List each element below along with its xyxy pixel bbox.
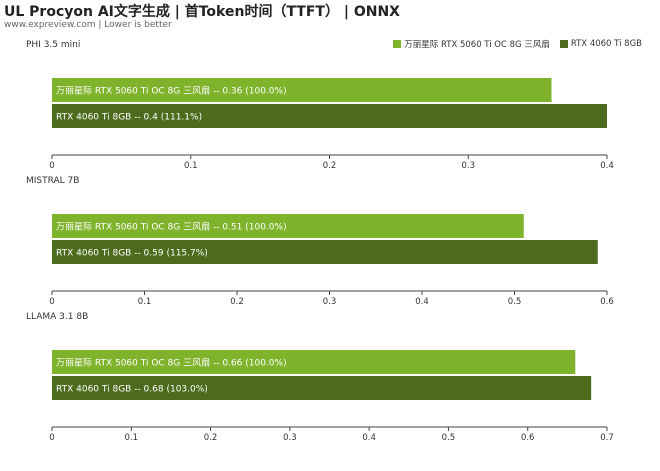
bar — [52, 350, 576, 374]
x-tick-label: 0.3 — [323, 297, 337, 307]
panel-title: LLAMA 3.1 8B — [26, 312, 88, 322]
x-tick-label: 0.5 — [508, 297, 522, 307]
legend-swatch-series-1 — [393, 40, 402, 48]
bar-data-label: 万丽星际 RTX 5060 Ti OC 8G 三风扇 -- 0.36 (100.… — [56, 85, 287, 97]
x-tick-label: 0 — [49, 433, 54, 443]
chart-subtitle: www.expreview.com | Lower is better — [4, 20, 172, 30]
x-tick-label: 0.6 — [521, 433, 535, 443]
x-tick-label: 0.3 — [283, 433, 297, 443]
x-tick-label: 0.4 — [415, 297, 429, 307]
x-tick-label: 0.2 — [230, 297, 244, 307]
x-tick-label: 0.5 — [442, 433, 456, 443]
legend-label-series-1: 万丽星际 RTX 5060 Ti OC 8G 三风扇 — [404, 40, 550, 50]
legend-item-series-1: 万丽星际 RTX 5060 Ti OC 8G 三风扇 — [393, 38, 550, 50]
bar — [52, 104, 607, 128]
bar — [52, 214, 524, 238]
x-tick-label: 0 — [49, 297, 54, 307]
x-tick-label: 0 — [49, 161, 54, 171]
x-tick-label: 0.2 — [204, 433, 218, 443]
x-tick-label: 0.1 — [138, 297, 152, 307]
x-tick-label: 0.4 — [362, 433, 376, 443]
x-tick-label: 0.2 — [323, 161, 337, 171]
bar-data-label: 万丽星际 RTX 5060 Ti OC 8G 三风扇 -- 0.51 (100.… — [56, 221, 287, 233]
bar-data-label: RTX 4060 Ti 8GB -- 0.4 (111.1%) — [56, 113, 202, 123]
bar-data-label: 万丽星际 RTX 5060 Ti OC 8G 三风扇 -- 0.66 (100.… — [56, 357, 287, 369]
x-tick-label: 0.3 — [461, 161, 475, 171]
x-tick-label: 0.4 — [600, 161, 614, 171]
bar — [52, 78, 552, 102]
x-tick-label: 0.1 — [184, 161, 198, 171]
bar — [52, 240, 598, 264]
chart-title: UL Procyon AI文字生成 | 首Token时间（TTFT） | ONN… — [4, 4, 400, 20]
panel-title: PHI 3.5 mini — [26, 40, 80, 50]
x-tick-label: 0.1 — [125, 433, 139, 443]
legend: 万丽星际 RTX 5060 Ti OC 8G 三风扇 RTX 4060 Ti 8… — [393, 38, 642, 50]
bar-data-label: RTX 4060 Ti 8GB -- 0.59 (115.7%) — [56, 249, 208, 259]
bar-data-label: RTX 4060 Ti 8GB -- 0.68 (103.0%) — [56, 385, 208, 395]
legend-label-series-2: RTX 4060 Ti 8GB — [570, 39, 642, 49]
bar — [52, 376, 592, 400]
legend-swatch-series-2 — [559, 40, 568, 48]
legend-item-series-2: RTX 4060 Ti 8GB — [559, 38, 642, 50]
panel-title: MISTRAL 7B — [26, 176, 79, 186]
x-tick-label: 0.6 — [600, 297, 614, 307]
x-tick-label: 0.7 — [600, 433, 614, 443]
